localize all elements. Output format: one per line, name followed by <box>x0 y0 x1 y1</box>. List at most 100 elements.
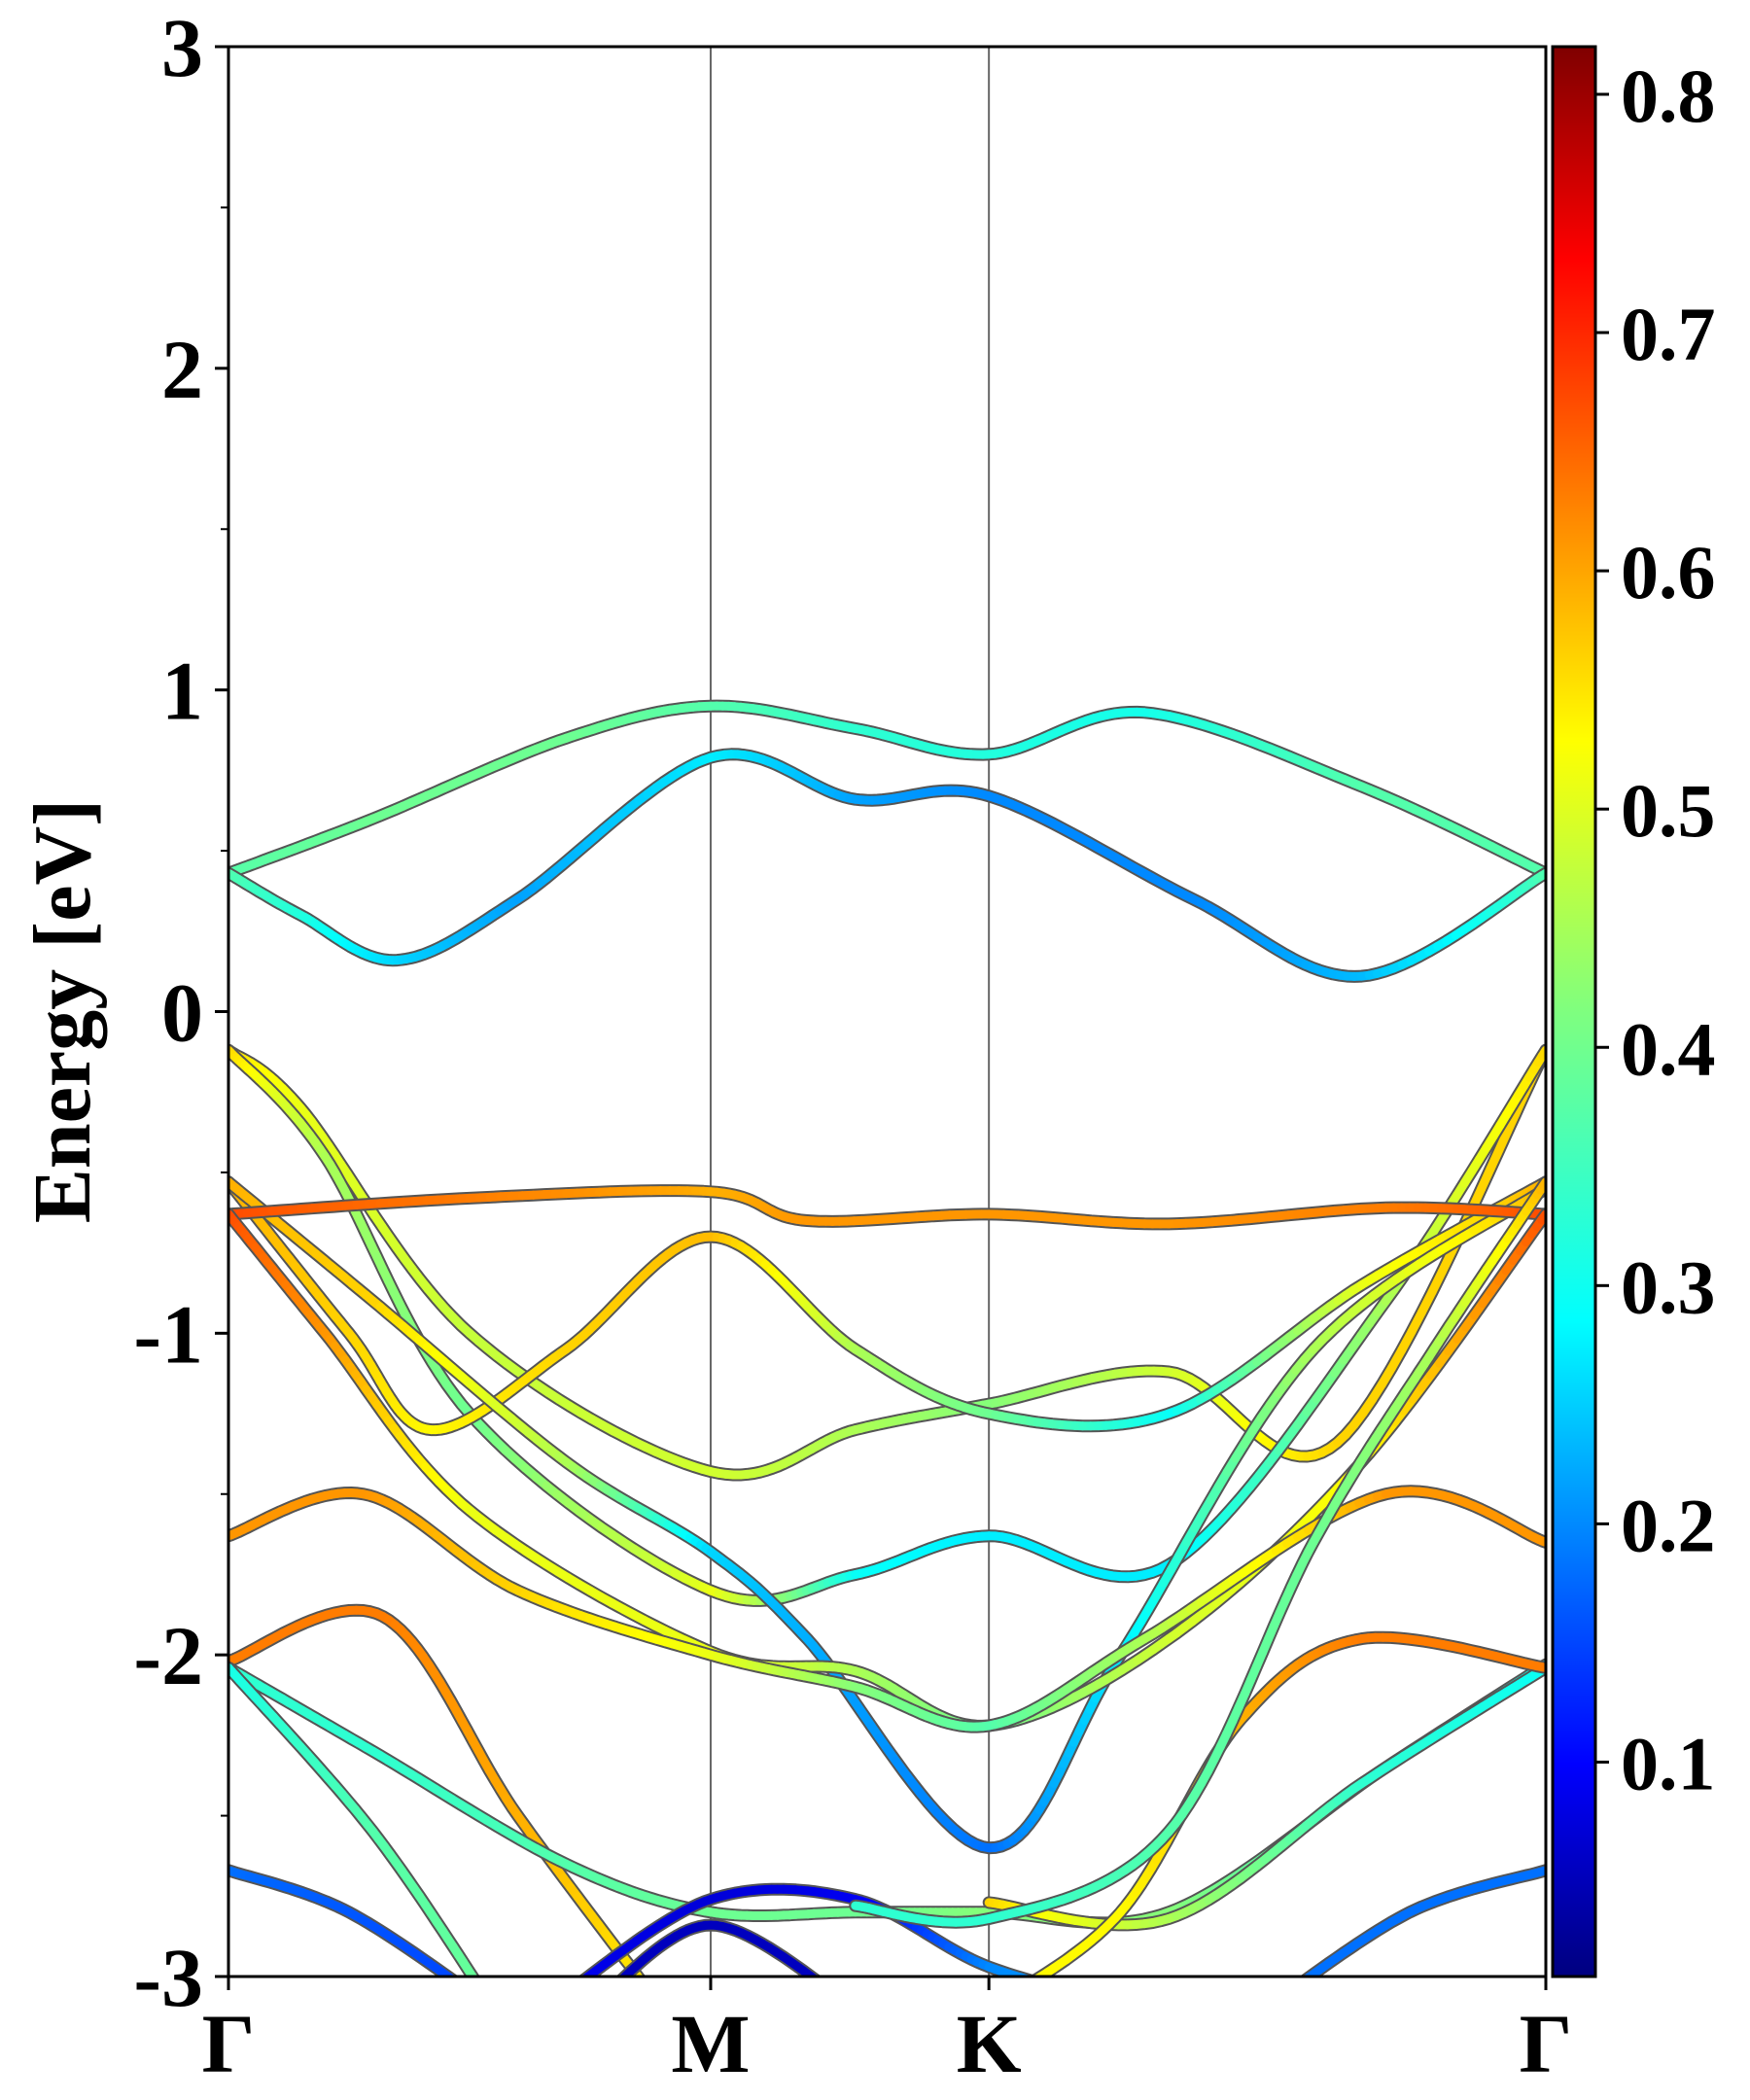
band-14 <box>566 1882 1145 2009</box>
band-segment <box>1075 1992 1083 1994</box>
band-4 <box>228 1043 1546 1607</box>
y-tick-label: -1 <box>133 1287 203 1381</box>
band-segment <box>1032 1976 1037 1977</box>
band-13 <box>228 1864 493 2009</box>
band-segment <box>1018 1974 1032 1977</box>
band-segment <box>477 1998 482 2001</box>
colorbar-tick-label: 0.4 <box>1621 1006 1716 1091</box>
band-segment <box>1273 2001 1277 2004</box>
band-segment <box>849 2004 853 2007</box>
band-segment <box>477 1983 481 1989</box>
band-segment <box>573 1985 577 1988</box>
colorbar <box>1551 45 1597 1978</box>
band-segment <box>1097 1997 1103 1999</box>
x-tick-label: M <box>671 1997 750 2090</box>
band-segment <box>593 2004 596 2007</box>
band-segment <box>1018 1987 1024 1990</box>
colorbar-tick-label: 0.3 <box>1621 1244 1716 1329</box>
band-segment <box>1133 2006 1138 2007</box>
band-segment <box>834 1994 839 1998</box>
band-segment <box>580 1973 591 1977</box>
band-segment <box>491 2005 494 2009</box>
band-segment <box>1027 1976 1033 1977</box>
y-tick-label: -3 <box>133 1931 203 2024</box>
band-segment <box>828 1990 834 1994</box>
band-1 <box>228 699 1546 880</box>
band-outline <box>228 1043 1546 1607</box>
band-segment <box>488 2000 491 2005</box>
band-segment <box>1060 1988 1068 1990</box>
band-segment <box>1269 2004 1273 2007</box>
band-segment <box>852 2007 855 2009</box>
x-tick-label: Γ <box>202 1997 256 2090</box>
band-segment <box>647 1988 651 1994</box>
band-segment <box>1082 1994 1089 1996</box>
band-segment <box>599 1998 603 2002</box>
band-segment <box>1291 1986 1297 1990</box>
band-segment <box>1281 1994 1286 1998</box>
band-segment <box>578 1981 582 1985</box>
band-segment <box>484 1995 488 2000</box>
band-segment <box>1286 1990 1292 1994</box>
colorbar-axis: 0.8 0.7 0.6 0.5 0.4 0.3 0.2 0.1 <box>1595 53 1716 1805</box>
y-tick-label: 0 <box>161 966 203 1060</box>
band-12 <box>228 1661 494 2009</box>
band-segment <box>481 1989 485 1995</box>
band-segment <box>490 2007 493 2009</box>
band-segment <box>1090 1996 1097 1998</box>
band-lines <box>228 699 1546 2009</box>
band-segment <box>468 1990 473 1994</box>
band-16 <box>982 1661 1546 1932</box>
band-10 <box>228 1603 655 2000</box>
y-axis-title: Energy [eV] <box>18 799 108 1223</box>
band-segment <box>570 1988 574 1991</box>
band-segment <box>566 1990 569 1992</box>
band-segment <box>651 1994 655 2000</box>
band-segment <box>1110 2001 1116 2003</box>
y-tick-label: 3 <box>161 1 203 94</box>
band-5 <box>228 1175 1546 1437</box>
y-tick-label: 2 <box>161 323 203 416</box>
colorbar-tick-label: 0.8 <box>1621 53 1716 138</box>
band-outline <box>1299 1864 1546 1977</box>
band-segment <box>487 2004 491 2007</box>
band-15 <box>590 1918 855 2009</box>
band-segment <box>1068 1990 1075 1992</box>
band-19 <box>849 1175 1546 1929</box>
band-segment <box>816 1976 819 1977</box>
band-segment <box>1045 1984 1053 1986</box>
band-segment <box>603 1994 607 1998</box>
band-3 <box>228 1043 1546 1482</box>
band-2 <box>228 748 1546 983</box>
colorbar-tick-label: 0.2 <box>1621 1483 1716 1567</box>
band-segment <box>844 2001 848 2004</box>
band-segment <box>1013 1990 1018 1993</box>
band-segment <box>462 1986 468 1990</box>
band-outline <box>228 1043 1546 1482</box>
band-segment <box>1053 1986 1061 1988</box>
band-segment <box>823 1985 829 1990</box>
band-segment <box>1277 1998 1281 2001</box>
colorbar-tick-label: 0.1 <box>1621 1721 1716 1805</box>
colorbar-tick-label: 0.7 <box>1621 292 1716 376</box>
band-segment <box>1128 2005 1133 2006</box>
band-segment <box>1116 2002 1122 2003</box>
band-outline <box>228 699 1546 880</box>
x-tick-label: K <box>957 1997 1022 2090</box>
y-axis: 3 2 1 0 -1 -2 -3 <box>133 1 228 2024</box>
x-tick-label: Γ <box>1520 1997 1573 2090</box>
band-segment <box>612 1985 616 1990</box>
band-outline <box>228 1603 647 1977</box>
band-segment <box>1103 1999 1110 2001</box>
band-segment <box>1138 2007 1141 2008</box>
band-segment <box>642 1981 647 1988</box>
band-segment <box>1141 2008 1145 2009</box>
band-segment <box>596 2001 600 2004</box>
band-segment <box>482 2001 486 2004</box>
band-segment <box>590 2007 593 2009</box>
band-7 <box>228 1184 1546 1231</box>
band-segment <box>1037 1982 1045 1984</box>
